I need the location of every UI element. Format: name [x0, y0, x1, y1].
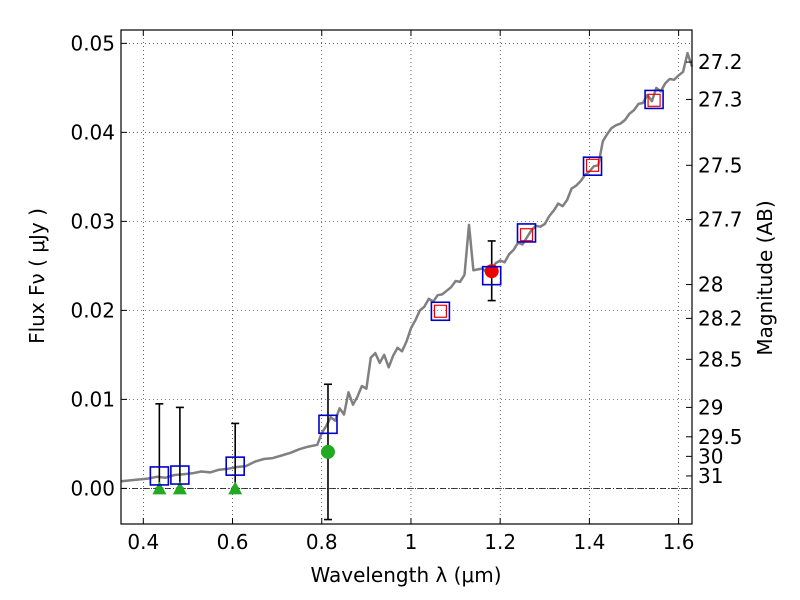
model-photometry-box	[481, 265, 502, 286]
model-photometry-box	[516, 223, 537, 243]
plot-frame	[120, 29, 693, 525]
magnitude-tick-label: 27.2	[698, 50, 743, 74]
x-tick-label: 1	[405, 530, 418, 554]
spectrum-line	[120, 51, 694, 483]
observed-detection-point	[433, 304, 448, 318]
y-tick-label: 0.04	[70, 120, 115, 144]
y-ticks: 0.00 0.01 0.02 0.03 0.04 0.05	[70, 31, 127, 500]
model-boxes	[149, 89, 664, 486]
observed-limit-point	[152, 481, 167, 495]
model-photometry-box	[225, 456, 245, 476]
model-photometry-box	[644, 89, 664, 110]
x-axis-label: Wavelength λ (μm)	[310, 563, 501, 587]
observed-detection-point	[519, 228, 534, 242]
magnitude-tick-label: 28.2	[698, 306, 743, 330]
magnitude-tick-label: 27.7	[698, 208, 743, 232]
magnitude-tick-label: 27.5	[698, 153, 743, 177]
x-tick-label: 1.4	[573, 530, 605, 554]
observed-limit-point	[320, 444, 335, 459]
model-photometry-box	[170, 465, 190, 485]
observed-detection-point	[647, 93, 661, 107]
model-photometry-box	[318, 414, 338, 435]
magnitude-tick-label: 29.5	[698, 425, 743, 449]
magnitude-tick-label: 30	[698, 444, 723, 468]
observed-detection-point	[585, 158, 600, 172]
observed-limit-point	[172, 481, 187, 495]
x-tick-label: 1.2	[484, 530, 516, 554]
magnitude-tick-label: 28	[698, 273, 723, 297]
y-tick-label: 0.01	[70, 387, 115, 411]
y-tick-label: 0.05	[70, 31, 115, 55]
y-tick-label: 0.02	[70, 298, 115, 322]
magnitude-tick-label: 29	[698, 395, 723, 419]
x-tick-label: 0.6	[217, 530, 249, 554]
y2-axis-label: Magnitude (AB)	[753, 200, 777, 355]
magnitude-tick-label: 31	[698, 464, 723, 488]
magnitude-tick-label: 28.5	[698, 347, 743, 371]
observed-points	[152, 93, 661, 495]
model-photometry-box	[430, 301, 451, 322]
magnitude-tick-label: 27.3	[698, 87, 743, 111]
x-ticks: 0.4 0.6 0.8 1 1.2 1.4 1.6	[127, 30, 695, 554]
model-photometry-box	[149, 466, 170, 486]
y-tick-label: 0.03	[70, 209, 115, 233]
x-tick-label: 0.4	[127, 530, 159, 554]
model-photometry-box	[582, 156, 603, 176]
observed-limit-point	[228, 481, 243, 495]
x-tick-label: 1.6	[663, 530, 695, 554]
y-tick-label: 0.00	[70, 476, 115, 500]
y-axis-label: Flux Fν ( μJy )	[25, 208, 49, 344]
x-tick-label: 0.8	[306, 530, 338, 554]
spectrum	[120, 51, 694, 483]
observed-detection-point	[484, 264, 499, 279]
